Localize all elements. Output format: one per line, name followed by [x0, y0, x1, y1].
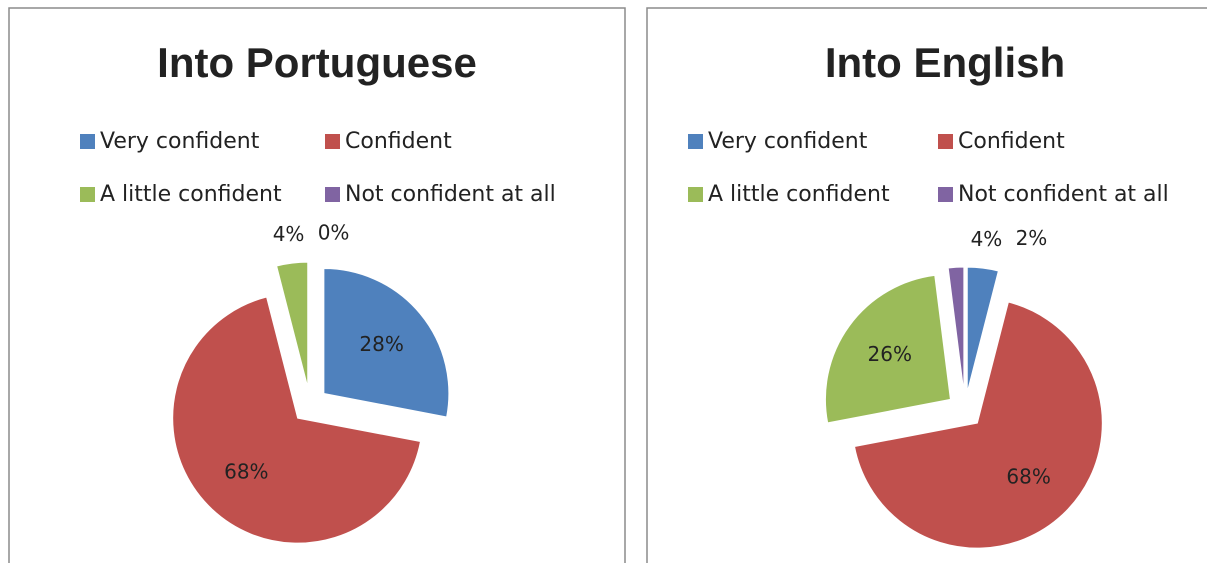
- legend-label: A little confident: [708, 182, 890, 207]
- legend-swatch: [688, 134, 703, 149]
- legend-swatch: [80, 134, 95, 149]
- legend-label: Confident: [345, 129, 452, 154]
- legend-label: Very confident: [708, 129, 868, 154]
- legend-label: Confident: [958, 129, 1065, 154]
- legend-label: Not confident at all: [958, 182, 1169, 207]
- data-label: 4%: [273, 222, 305, 246]
- legend-swatch: [688, 187, 703, 202]
- pie-slice: [276, 261, 309, 388]
- data-label: 4%: [971, 227, 1003, 251]
- panel-border: [8, 7, 1207, 563]
- legend-label: Very confident: [100, 129, 260, 154]
- data-label: 68%: [224, 459, 268, 483]
- data-label: 0%: [318, 221, 350, 245]
- legend-swatch: [325, 134, 340, 149]
- data-label: 28%: [359, 332, 403, 356]
- pie-slice: [947, 266, 965, 393]
- chart-title: Into Portuguese: [157, 39, 477, 86]
- legend-label: A little confident: [100, 182, 282, 207]
- pie-slice: [853, 301, 1103, 549]
- data-label: 2%: [1016, 226, 1048, 250]
- pie-slice: [323, 268, 450, 418]
- data-label: 26%: [868, 342, 912, 366]
- legend-swatch: [938, 187, 953, 202]
- legend-label: Not confident at all: [345, 182, 556, 207]
- pie-slice: [172, 296, 422, 544]
- pie-slice: [825, 274, 951, 424]
- legend-swatch: [325, 187, 340, 202]
- pie-slice: [966, 266, 999, 393]
- data-label: 68%: [1006, 464, 1050, 488]
- chart-title: Into English: [825, 39, 1065, 86]
- legend-swatch: [80, 187, 95, 202]
- legend-swatch: [938, 134, 953, 149]
